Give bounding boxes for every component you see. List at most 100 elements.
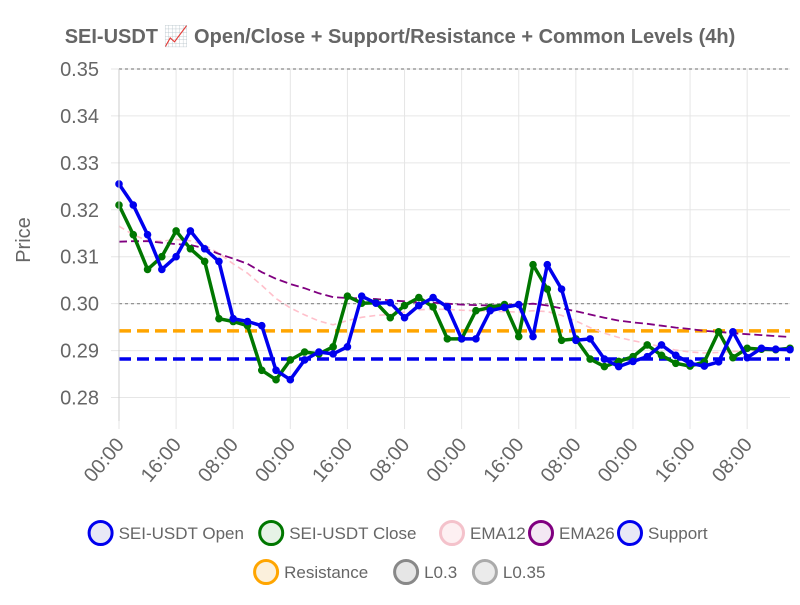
point-close — [329, 343, 337, 351]
point-close — [643, 341, 652, 349]
point-open — [486, 306, 494, 315]
point-open — [429, 293, 437, 302]
point-open — [143, 230, 152, 239]
legend: SEI-USDT Open SEI-USDT Close EMA12 EMA26 Sup… — [87, 520, 708, 585]
x-tick-label: 00:00 — [594, 434, 643, 486]
point-open — [400, 313, 409, 322]
point-open — [357, 292, 366, 300]
legend-marker — [253, 559, 280, 585]
point-close — [429, 303, 437, 311]
point-close — [172, 227, 180, 235]
legend-item: L0.3 — [393, 559, 457, 585]
level-lines — [119, 68, 790, 361]
legend-label: Resistance — [284, 563, 368, 582]
legend-item: EMA12 — [439, 520, 526, 546]
legend-item: L0.35 — [471, 559, 546, 585]
point-open — [215, 257, 223, 266]
point-open — [543, 260, 552, 269]
legend-marker — [258, 520, 285, 546]
point-open — [686, 359, 694, 368]
point-open — [158, 265, 166, 274]
y-tick-label: 0.31 — [60, 247, 99, 269]
point-close — [343, 292, 352, 300]
legend-item: EMA26 — [528, 520, 615, 546]
x-tick-label: 08:00 — [194, 434, 243, 486]
point-close — [543, 285, 552, 293]
x-tick-label: 16:00 — [308, 434, 357, 486]
point-close — [215, 314, 223, 323]
point-open — [557, 285, 566, 293]
point-open — [757, 344, 766, 353]
point-open — [572, 336, 580, 345]
y-tick-label: 0.32 — [60, 200, 99, 222]
point-close — [143, 265, 152, 274]
point-close — [386, 313, 395, 322]
point-close — [129, 230, 138, 239]
legend-item: SEI-USDT Close — [258, 520, 416, 546]
point-close — [200, 257, 209, 266]
point-close — [729, 353, 737, 362]
legend-marker — [617, 520, 643, 546]
legend-item: SEI-USDT Open — [87, 520, 244, 546]
point-open — [771, 345, 780, 353]
legend-label: SEI-USDT Open — [119, 524, 244, 543]
point-open — [329, 350, 337, 358]
point-open — [129, 201, 138, 209]
point-close — [300, 348, 309, 356]
point-open — [671, 351, 680, 360]
point-close — [529, 260, 537, 269]
legend-item: Support — [617, 520, 708, 546]
chart-title: SEI-USDT 📈 Open/Close + Support/Resistan… — [65, 24, 736, 48]
point-open — [472, 335, 480, 343]
series-line-close — [117, 204, 791, 382]
y-tick-label: 0.30 — [60, 294, 99, 316]
x-tick-label: 08:00 — [708, 434, 757, 486]
point-open — [729, 328, 737, 336]
series-line-ema12 — [118, 225, 790, 354]
x-tick-label: 00:00 — [422, 434, 471, 486]
point-open — [786, 345, 794, 354]
y-tick-label: 0.35 — [60, 59, 99, 81]
legend-label: L0.3 — [424, 563, 457, 582]
point-close — [272, 375, 280, 384]
y-axis-label: Price — [13, 217, 35, 263]
legend-label: EMA26 — [559, 524, 615, 543]
point-open — [172, 252, 180, 261]
point-close — [257, 366, 266, 375]
point-open — [243, 317, 252, 326]
point-open — [343, 343, 352, 351]
point-open — [600, 355, 609, 363]
point-open — [500, 303, 509, 312]
point-open — [657, 341, 666, 349]
point-open — [700, 362, 709, 370]
point-open — [186, 227, 195, 235]
point-close — [557, 336, 566, 345]
point-close — [400, 301, 409, 310]
point-open — [629, 357, 637, 366]
legend-label: SEI-USDT Close — [289, 524, 416, 543]
x-tick-label: 08:00 — [537, 434, 586, 486]
point-close — [472, 306, 480, 315]
y-tick-label: 0.28 — [60, 388, 99, 410]
point-close — [714, 328, 723, 336]
point-open — [229, 314, 238, 323]
point-open — [257, 321, 266, 330]
point-open — [286, 375, 295, 384]
legend-marker — [439, 520, 465, 546]
point-close — [671, 359, 680, 368]
point-open — [315, 348, 323, 356]
legend-marker — [528, 520, 554, 546]
y-tick-label: 0.34 — [60, 106, 99, 128]
legend-marker — [471, 559, 498, 585]
point-close — [514, 332, 523, 341]
point-close — [657, 351, 666, 360]
y-tick-label: 0.33 — [60, 153, 99, 175]
legend-marker — [393, 559, 420, 585]
point-open — [443, 303, 452, 311]
point-open — [743, 353, 751, 362]
x-tick-label: 00:00 — [251, 434, 300, 486]
legend-label: L0.35 — [503, 563, 546, 582]
